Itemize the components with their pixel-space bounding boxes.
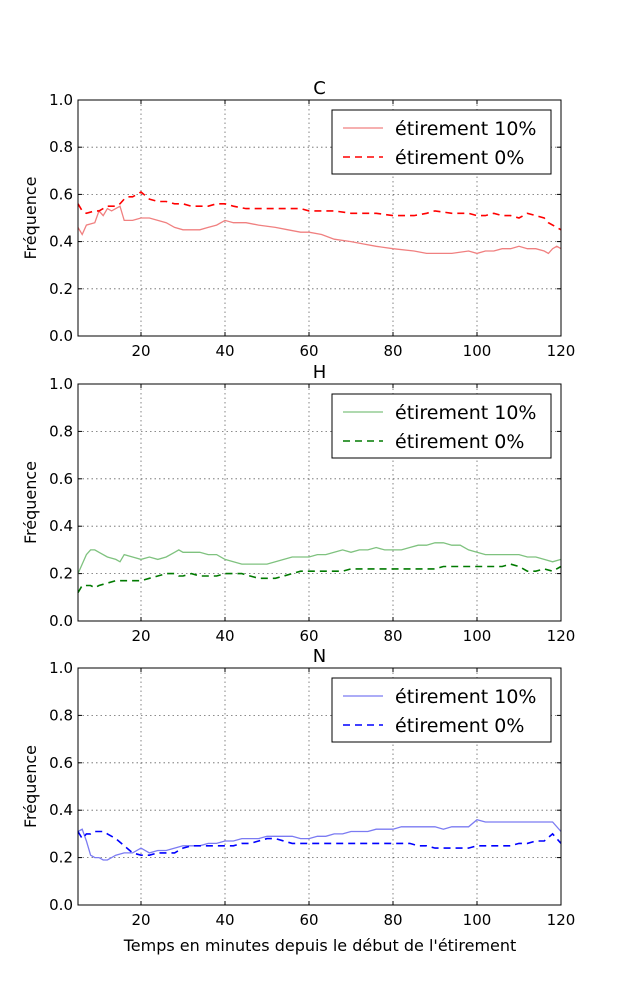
y-axis-label-n: Fréquence xyxy=(21,745,40,828)
x-tick-label: 60 xyxy=(299,911,318,929)
y-tick-label: 0.2 xyxy=(49,280,73,298)
x-tick-label: 100 xyxy=(463,342,492,360)
legend-label: étirement 0% xyxy=(395,147,524,169)
x-tick-label: 80 xyxy=(383,911,402,929)
plot-frame-c xyxy=(77,99,562,337)
x-tick-label: 80 xyxy=(383,342,402,360)
series-line-h-etirement-10 xyxy=(77,542,562,574)
series-line-c-etirement-0 xyxy=(77,191,562,231)
y-tick-label: 0.6 xyxy=(49,470,73,488)
series-line-n-etirement-10 xyxy=(77,818,562,861)
y-tick-label: 0.0 xyxy=(49,327,73,345)
x-tick-label: 120 xyxy=(547,911,576,929)
figure-x-axis-label: Temps en minutes depuis le début de l'ét… xyxy=(123,936,517,955)
y-tick-label: 0.6 xyxy=(49,185,73,203)
x-tick-label: 120 xyxy=(547,342,576,360)
panel-n: 0.0 0.2 0.4 0.6 0.8 1.0 20 40 60 80 100 120 N Fréquen… xyxy=(21,646,575,929)
series-line-c-etirement-10 xyxy=(77,205,562,255)
x-tick-label: 20 xyxy=(131,342,150,360)
panel-title-c: C xyxy=(313,78,326,99)
y-tick-label: 0.4 xyxy=(49,517,73,535)
series-line-h-etirement-0 xyxy=(77,563,562,594)
y-tick-label: 0.0 xyxy=(49,896,73,914)
series-line-n-etirement-0 xyxy=(77,830,562,857)
legend-label: étirement 0% xyxy=(395,715,524,737)
legend-label: étirement 0% xyxy=(395,431,524,453)
y-tick-label: 0.8 xyxy=(49,138,73,156)
x-tick-label: 40 xyxy=(215,911,234,929)
legend-box xyxy=(331,109,552,175)
plot-frame-n xyxy=(77,667,562,906)
legend-label: étirement 10% xyxy=(395,118,536,140)
panel-c: 0.0 0.2 0.4 0.6 0.8 1.0 20 40 60 80 100 120 C Fréquen… xyxy=(21,78,575,360)
y-axis-label-h: Fréquence xyxy=(21,461,40,544)
panel-title-h: H xyxy=(313,362,327,383)
y-axis-label-c: Fréquence xyxy=(21,176,40,259)
x-tick-label: 60 xyxy=(299,342,318,360)
y-tick-label: 1.0 xyxy=(49,659,73,677)
y-tick-label: 0.2 xyxy=(49,565,73,583)
x-tick-label: 60 xyxy=(299,627,318,645)
x-tick-label: 100 xyxy=(463,911,492,929)
y-tick-label: 0.8 xyxy=(49,706,73,724)
y-tick-label: 0.6 xyxy=(49,754,73,772)
plot-frame-h xyxy=(77,383,562,622)
x-tick-label: 100 xyxy=(463,627,492,645)
x-tick-label: 20 xyxy=(131,911,150,929)
y-tick-label: 1.0 xyxy=(49,91,73,109)
y-tick-label: 0.2 xyxy=(49,849,73,867)
y-tick-label: 0.0 xyxy=(49,612,73,630)
x-tick-label: 80 xyxy=(383,627,402,645)
legend-h: étirement 10% étirement 0% xyxy=(331,393,552,459)
legend-label: étirement 10% xyxy=(395,402,536,424)
x-tick-label: 40 xyxy=(215,627,234,645)
legend-label: étirement 10% xyxy=(395,686,536,708)
panel-title-n: N xyxy=(313,646,326,667)
y-tick-label: 0.4 xyxy=(49,801,73,819)
legend-c: étirement 10% étirement 0% xyxy=(331,109,552,175)
legend-n: étirement 10% étirement 0% xyxy=(331,677,552,743)
y-tick-label: 0.8 xyxy=(49,422,73,440)
legend-box xyxy=(331,393,552,459)
x-tick-label: 40 xyxy=(215,342,234,360)
y-tick-label: 0.4 xyxy=(49,233,73,251)
x-tick-label: 20 xyxy=(131,627,150,645)
y-tick-label: 1.0 xyxy=(49,375,73,393)
x-tick-label: 120 xyxy=(547,627,576,645)
legend-box xyxy=(331,677,552,743)
panel-h: 0.0 0.2 0.4 0.6 0.8 1.0 20 40 60 80 100 120 H Fréquen… xyxy=(21,362,575,645)
